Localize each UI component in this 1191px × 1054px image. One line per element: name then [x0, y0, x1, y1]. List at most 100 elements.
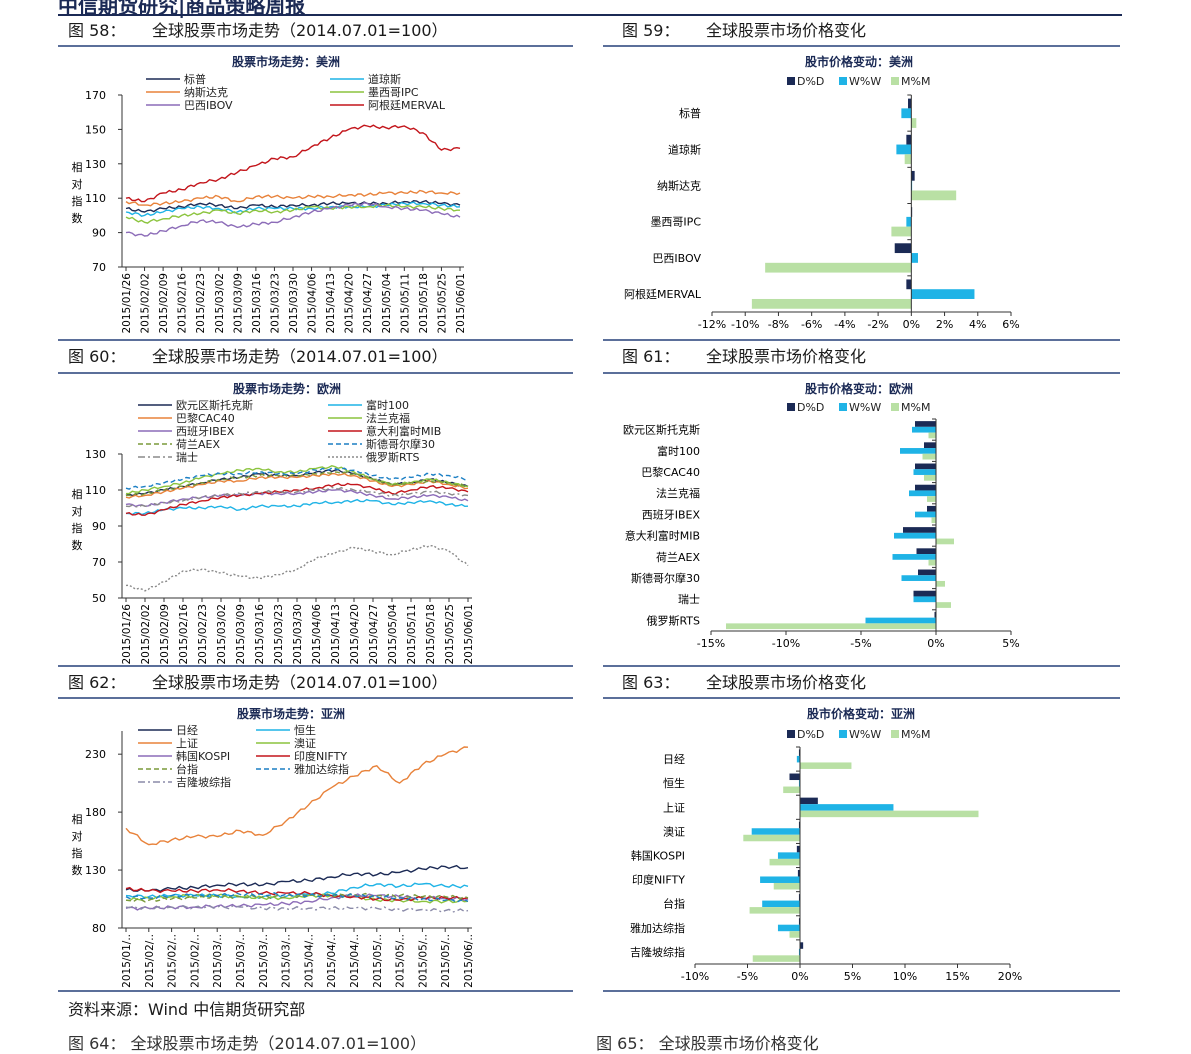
bar — [760, 876, 800, 883]
bar — [896, 144, 912, 155]
legend-label: M%M — [901, 75, 930, 88]
figure-rule — [603, 697, 1120, 699]
legend-label: M%M — [901, 728, 930, 741]
bar — [936, 538, 954, 545]
x-tick-label: 2015/03/.. — [235, 934, 247, 988]
x-tick-label: -10% — [681, 970, 709, 983]
series-line — [125, 498, 469, 516]
category-label: 墨西哥IPC — [650, 216, 701, 229]
bar — [900, 448, 936, 454]
legend-label: 欧元区斯托克斯 — [176, 398, 253, 412]
bar — [913, 596, 936, 603]
x-tick-label: 0% — [791, 970, 808, 983]
category-label: 巴西IBOV — [652, 252, 701, 265]
bar — [911, 289, 975, 299]
figure-number: 图 58： — [68, 21, 126, 40]
report-header: 中信期货研究|商品策略周报 — [58, 0, 306, 18]
y-axis-label: 数 — [72, 864, 83, 877]
x-tick-label: 2015/05/18 — [425, 604, 437, 664]
legend-label: 阿根廷MERVAL — [368, 98, 446, 112]
category-label: 瑞士 — [678, 592, 700, 606]
legend-label: 纳斯达克 — [184, 86, 228, 99]
bar — [762, 900, 800, 908]
bar — [909, 490, 936, 497]
y-axis-label: 相 — [72, 813, 83, 826]
y-axis-label: 对 — [72, 829, 83, 843]
bar — [783, 786, 800, 794]
legend-label: M%M — [901, 401, 930, 414]
bar — [936, 602, 951, 608]
figure-rule — [603, 372, 1120, 374]
series-line — [125, 864, 469, 893]
bar — [912, 426, 936, 433]
x-tick-label: -2% — [867, 318, 888, 331]
bar — [924, 474, 936, 481]
y-tick-label: 110 — [85, 192, 106, 205]
x-tick-label: 2015/04/.. — [303, 934, 315, 988]
bar — [796, 755, 800, 763]
bar — [911, 190, 957, 201]
bar — [891, 226, 912, 237]
figure-caption: 全球股票市场价格变化 — [706, 673, 867, 692]
bar — [789, 773, 800, 781]
x-tick-label: 2015/03/23 — [273, 604, 285, 664]
x-tick-label: 2015/05/.. — [417, 934, 429, 988]
series-line — [125, 486, 469, 508]
legend-label: 法兰克福 — [366, 411, 410, 425]
legend-label: 印度NIFTY — [294, 749, 347, 763]
bar — [934, 611, 936, 618]
y-axis-label: 对 — [72, 177, 83, 191]
bar — [798, 894, 800, 901]
y-axis-label: 对 — [72, 504, 83, 518]
bar — [749, 907, 800, 914]
next-figure-left: 图 64： 全球股票市场走势（2014.07.01=100） — [68, 1034, 427, 1053]
figure-58-title: 图 58： 全球股票市场走势（2014.07.01=100） — [68, 18, 448, 44]
legend-label: 韩国KOSPI — [176, 749, 230, 763]
category-label: 意大利富时MIB — [625, 529, 700, 543]
legend-swatch — [891, 77, 899, 85]
figure-rule — [603, 45, 1120, 47]
x-tick-label: 2015/05/18 — [418, 273, 430, 334]
y-tick-label: 150 — [85, 123, 106, 136]
figure-rule — [603, 665, 1120, 667]
category-label: 恒生 — [663, 776, 685, 790]
legend-label: 吉隆坡综指 — [176, 775, 231, 789]
y-tick-label: 50 — [92, 592, 106, 605]
series-line — [125, 746, 469, 846]
x-tick-label: -10% — [772, 637, 800, 650]
category-label: 雅加达综指 — [630, 921, 685, 935]
series-line — [125, 201, 461, 217]
bar — [913, 469, 936, 475]
x-tick-label: 2015/02/.. — [144, 934, 156, 988]
category-label: 上证 — [663, 801, 685, 814]
y-axis-label: 相 — [72, 161, 83, 174]
header-rule — [58, 14, 1122, 16]
bar — [892, 554, 936, 560]
legend-label: W%W — [849, 75, 881, 88]
y-axis-label: 相 — [72, 488, 83, 501]
series-line — [125, 544, 469, 592]
x-tick-label: 2015/05/11 — [406, 604, 418, 664]
legend-label: D%D — [797, 728, 824, 741]
bar — [903, 527, 936, 533]
figure-number: 图 61： — [622, 347, 680, 366]
series-line — [125, 472, 469, 499]
next-figure-right: 图 65： 全球股票市场价格变化 — [596, 1034, 819, 1053]
y-tick-label: 130 — [85, 158, 106, 171]
legend-label: 西班牙IBEX — [176, 425, 235, 438]
x-tick-label: 2015/05/11 — [399, 273, 411, 334]
legend-label: 标普 — [184, 72, 206, 86]
x-tick-label: 2015/04/.. — [326, 934, 338, 988]
x-tick-label: 2015/02/02 — [140, 604, 152, 664]
legend-label: 斯德哥尔摩30 — [366, 437, 435, 451]
x-tick-label: 2015/01/.. — [121, 934, 133, 988]
y-tick-label: 130 — [85, 864, 106, 877]
x-tick-label: 2015/03/16 — [251, 273, 263, 334]
figure-rule — [58, 990, 573, 992]
series-line — [125, 202, 461, 237]
bar — [928, 432, 936, 439]
chart-title: 股票市场走势：亚洲 — [237, 706, 345, 721]
